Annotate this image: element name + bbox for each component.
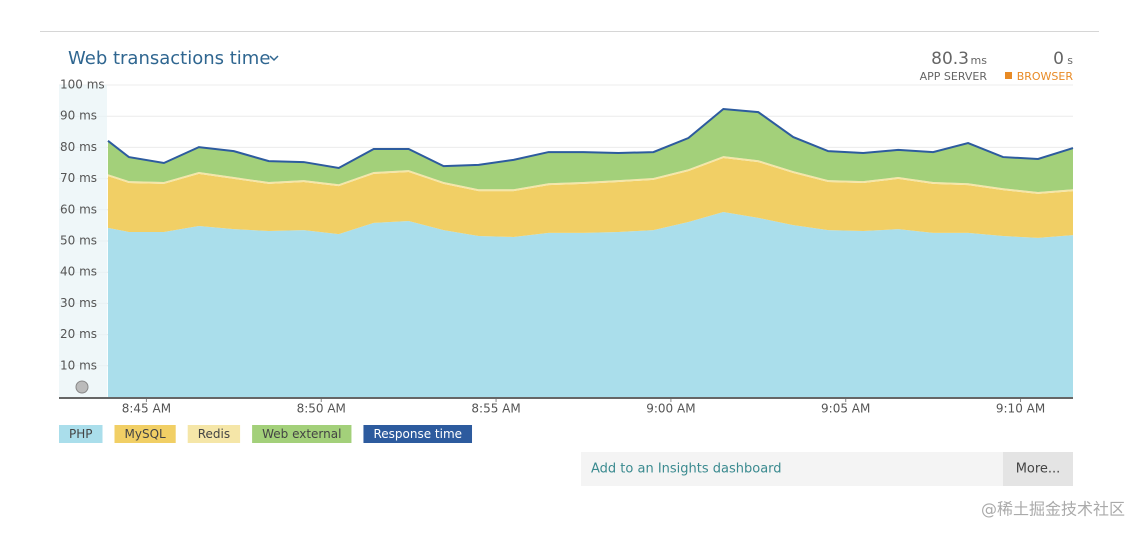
x-tick-label: 8:55 AM [471,402,520,416]
legend-swatch [187,425,241,443]
browser-value: 0 [1053,49,1064,69]
legend-swatch [59,425,103,443]
x-tick-label: 9:00 AM [646,402,695,416]
x-tick-label: 8:50 AM [297,402,346,416]
y-tick-label: 70 ms [60,171,97,185]
out-of-range-shade [59,85,107,397]
title-chevron[interactable] [269,55,279,62]
legend-label: Web external [262,427,341,441]
y-tick-label: 50 ms [60,234,97,248]
app-server-label: APP SERVER [920,70,988,83]
area [107,109,1073,193]
y-tick-label: 60 ms [60,202,97,216]
browser-label: BROWSER [1017,70,1074,83]
x-tick-label: 9:05 AM [821,402,870,416]
legend-swatch [363,425,473,443]
y-tick-label: 100 ms [60,78,105,92]
line [107,107,1074,170]
app-server-value: 80.3 [931,49,969,69]
browser-unit: s [1067,54,1073,67]
more-button-label[interactable]: More... [1016,462,1061,477]
area [107,158,1073,238]
marker-icon [75,380,89,394]
legend-label: PHP [69,427,93,441]
legend-label: MySQL [125,427,167,441]
legend-swatch [114,425,176,443]
x-tick-label: 9:10 AM [996,402,1045,416]
legend-label: Redis [198,427,230,441]
y-tick-label: 10 ms [60,358,97,372]
watermark: @稀土掘金技术社区 [981,500,1125,519]
app-server-unit: ms [971,54,988,67]
y-tick-label: 40 ms [60,265,97,279]
y-tick-label: 20 ms [60,327,97,341]
y-tick-label: 30 ms [60,296,97,310]
y-tick-label: 80 ms [60,140,97,154]
insights-bar [581,452,1003,486]
area [107,211,1073,397]
insights-link[interactable]: Add to an Insights dashboard [591,462,782,477]
x-tick-label: 8:45 AM [122,402,171,416]
more-button[interactable] [1003,452,1073,486]
legend-swatch [252,425,352,443]
y-tick-label: 90 ms [60,109,97,123]
legend-label: Response time [373,427,462,441]
chart-title[interactable]: Web transactions time [68,48,270,69]
browser-swatch [1005,72,1012,79]
